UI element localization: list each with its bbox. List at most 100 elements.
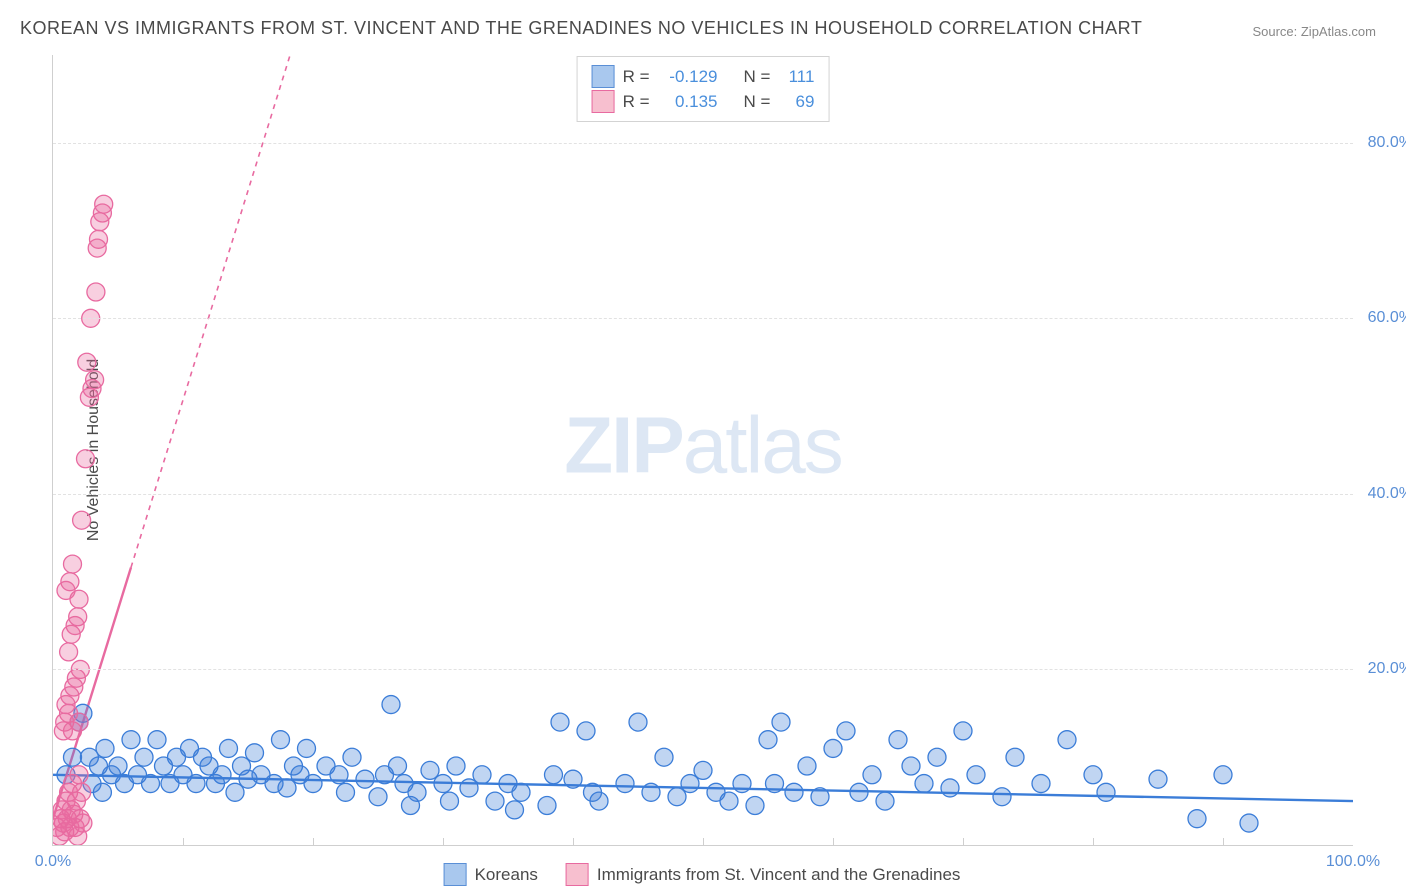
scatter-point <box>1097 783 1115 801</box>
scatter-point <box>70 766 88 784</box>
scatter-point <box>441 792 459 810</box>
x-tick <box>1093 838 1094 846</box>
scatter-point <box>655 748 673 766</box>
scatter-point <box>86 371 104 389</box>
scatter-point <box>506 801 524 819</box>
scatter-point <box>1032 775 1050 793</box>
scatter-point <box>616 775 634 793</box>
scatter-point <box>148 731 166 749</box>
scatter-point <box>564 770 582 788</box>
y-tick-label: 40.0% <box>1368 485 1406 503</box>
scatter-point <box>766 775 784 793</box>
gridline <box>53 494 1353 495</box>
scatter-point <box>90 230 108 248</box>
scatter-point <box>122 731 140 749</box>
legend-label: Koreans <box>475 865 538 885</box>
scatter-point <box>1214 766 1232 784</box>
scatter-point <box>967 766 985 784</box>
x-tick-label: 0.0% <box>35 853 71 871</box>
scatter-point <box>78 353 96 371</box>
scatter-point <box>95 195 113 213</box>
scatter-point <box>73 511 91 529</box>
scatter-point <box>298 739 316 757</box>
x-tick <box>833 838 834 846</box>
scatter-point <box>889 731 907 749</box>
scatter-point <box>74 814 92 832</box>
scatter-point <box>69 608 87 626</box>
scatter-points-layer <box>53 55 1353 845</box>
x-tick <box>573 838 574 846</box>
scatter-point <box>928 748 946 766</box>
scatter-point <box>993 788 1011 806</box>
y-tick-label: 20.0% <box>1368 660 1406 678</box>
x-tick <box>703 838 704 846</box>
scatter-point <box>356 770 374 788</box>
scatter-point <box>629 713 647 731</box>
source-label: Source: <box>1252 24 1300 39</box>
scatter-point <box>512 783 530 801</box>
scatter-point <box>785 783 803 801</box>
y-tick-label: 60.0% <box>1368 309 1406 327</box>
scatter-point <box>382 696 400 714</box>
x-tick <box>443 838 444 846</box>
scatter-point <box>954 722 972 740</box>
scatter-point <box>96 739 114 757</box>
scatter-point <box>1149 770 1167 788</box>
legend-item: Koreans <box>444 863 538 886</box>
scatter-point <box>135 748 153 766</box>
scatter-point <box>642 783 660 801</box>
scatter-point <box>389 757 407 775</box>
source-credit: Source: ZipAtlas.com <box>1252 24 1376 39</box>
scatter-point <box>1188 810 1206 828</box>
scatter-point <box>798 757 816 775</box>
chart-title: KOREAN VS IMMIGRANTS FROM ST. VINCENT AN… <box>20 18 1142 39</box>
scatter-point <box>720 792 738 810</box>
scatter-point <box>876 792 894 810</box>
scatter-point <box>1058 731 1076 749</box>
source-link[interactable]: ZipAtlas.com <box>1301 24 1376 39</box>
scatter-point <box>213 766 231 784</box>
scatter-point <box>837 722 855 740</box>
scatter-point <box>577 722 595 740</box>
scatter-point <box>538 797 556 815</box>
scatter-point <box>142 775 160 793</box>
legend-label: Immigrants from St. Vincent and the Gren… <box>597 865 960 885</box>
legend-swatch <box>566 863 589 886</box>
scatter-point <box>408 783 426 801</box>
scatter-point <box>473 766 491 784</box>
scatter-point <box>369 788 387 806</box>
x-tick <box>183 838 184 846</box>
scatter-point <box>87 283 105 301</box>
scatter-point <box>434 775 452 793</box>
plot-wrapper: No Vehicles in Household ZIPatlas R = -0… <box>52 55 1352 845</box>
scatter-point <box>330 766 348 784</box>
scatter-point <box>109 757 127 775</box>
scatter-point <box>246 744 264 762</box>
scatter-point <box>93 783 111 801</box>
scatter-point <box>1084 766 1102 784</box>
scatter-point <box>545 766 563 784</box>
legend-swatch <box>444 863 467 886</box>
scatter-point <box>61 573 79 591</box>
plot-area: No Vehicles in Household ZIPatlas R = -0… <box>52 55 1353 846</box>
scatter-point <box>941 779 959 797</box>
scatter-point <box>56 713 74 731</box>
x-tick-label: 100.0% <box>1326 853 1380 871</box>
legend-item: Immigrants from St. Vincent and the Gren… <box>566 863 960 886</box>
scatter-point <box>915 775 933 793</box>
scatter-point <box>64 748 82 766</box>
x-tick <box>1223 838 1224 846</box>
scatter-point <box>64 555 82 573</box>
scatter-point <box>811 788 829 806</box>
scatter-point <box>1240 814 1258 832</box>
scatter-point <box>77 450 95 468</box>
scatter-point <box>551 713 569 731</box>
gridline <box>53 318 1353 319</box>
scatter-point <box>733 775 751 793</box>
scatter-point <box>343 748 361 766</box>
x-tick <box>313 838 314 846</box>
gridline <box>53 143 1353 144</box>
scatter-point <box>772 713 790 731</box>
y-tick-label: 80.0% <box>1368 134 1406 152</box>
scatter-point <box>863 766 881 784</box>
